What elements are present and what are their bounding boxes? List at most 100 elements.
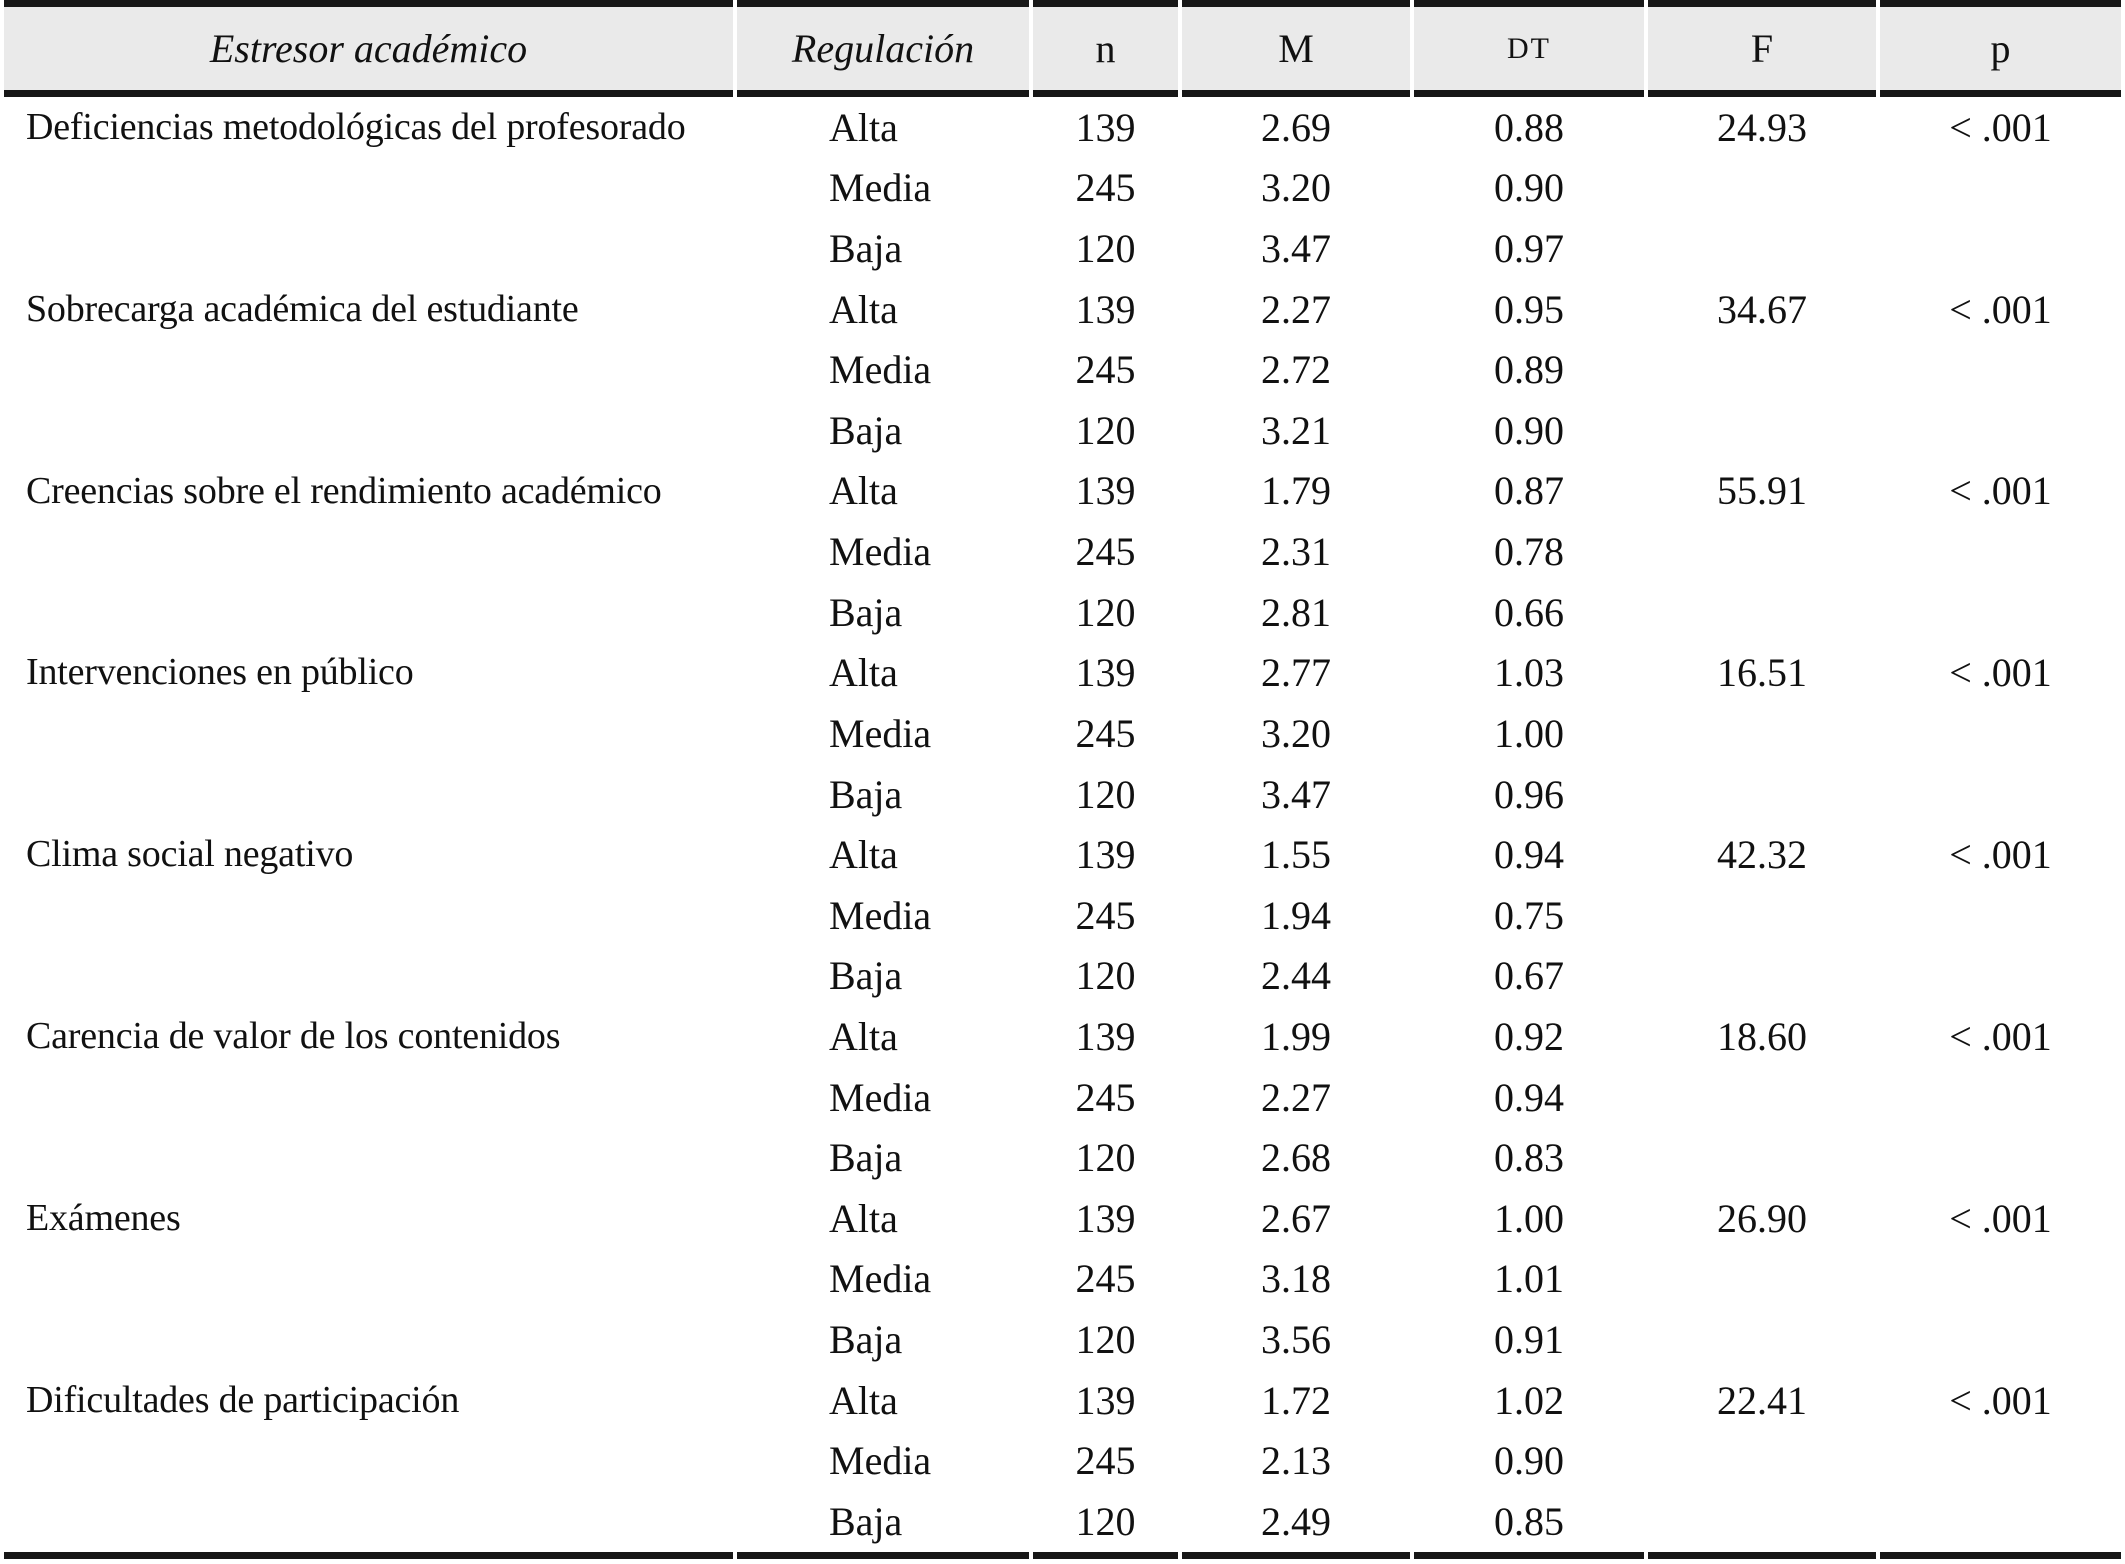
p-cell: < .001 [1949, 650, 2052, 696]
table-row: Media 245 2.13 0.90 [4, 1430, 2121, 1491]
header-row: Estresor académico Regulación n M DT F p [4, 0, 2121, 97]
sd-cell: 0.91 [1494, 1316, 1564, 1362]
table-row: Baja 120 3.56 0.91 [4, 1309, 2121, 1370]
mean-cell: 3.47 [1261, 226, 1331, 272]
f-cell: 55.91 [1717, 468, 1807, 514]
n-cell: 120 [1075, 771, 1136, 817]
p-cell: < .001 [1949, 468, 2052, 514]
sd-cell: 0.67 [1494, 953, 1564, 999]
sd-cell: 0.66 [1494, 589, 1564, 635]
n-cell: 245 [1075, 710, 1136, 756]
n-cell: 245 [1075, 165, 1136, 211]
f-cell [1648, 885, 1876, 946]
regulation-cell: Alta [829, 286, 898, 332]
stressor-cell: Dificultades de participación [4, 1370, 733, 1559]
col-header-m: M [1182, 0, 1410, 97]
p-cell [1880, 703, 2121, 764]
f-cell [1648, 339, 1876, 400]
f-cell: 34.67 [1717, 286, 1807, 332]
sd-cell: 0.87 [1494, 468, 1564, 514]
table-row: Creencias sobre el rendimiento académico… [4, 461, 2121, 522]
sd-cell: 0.97 [1494, 226, 1564, 272]
f-cell [1648, 1249, 1876, 1310]
f-cell [1648, 946, 1876, 1007]
f-cell: 42.32 [1717, 832, 1807, 878]
p-cell [1880, 339, 2121, 400]
table-row: Media 245 2.27 0.94 [4, 1067, 2121, 1128]
p-cell: < .001 [1949, 1377, 2052, 1423]
mean-cell: 2.44 [1261, 953, 1331, 999]
f-cell: 22.41 [1717, 1377, 1807, 1423]
table-row: Media 245 2.31 0.78 [4, 521, 2121, 582]
p-cell [1880, 218, 2121, 279]
regulation-cell: Alta [829, 650, 898, 696]
stressor-cell: Clima social negativo [26, 833, 354, 876]
mean-cell: 2.27 [1261, 1074, 1331, 1120]
table-row: Media 245 1.94 0.75 [4, 885, 2121, 946]
mean-cell: 3.18 [1261, 1256, 1331, 1302]
table-row: Media 245 2.72 0.89 [4, 339, 2121, 400]
mean-cell: 3.20 [1261, 710, 1331, 756]
mean-cell: 2.69 [1261, 104, 1331, 150]
p-cell [1880, 1309, 2121, 1370]
f-cell: 26.90 [1717, 1195, 1807, 1241]
table-row: Carencia de valor de los contenidos Alta 1… [4, 1006, 2121, 1067]
table-row: Baja 120 2.81 0.66 [4, 582, 2121, 643]
p-cell [1880, 158, 2121, 219]
mean-cell: 1.94 [1261, 892, 1331, 938]
sd-cell: 1.03 [1494, 650, 1564, 696]
p-cell [1880, 1067, 2121, 1128]
p-cell [1880, 521, 2121, 582]
n-cell: 139 [1075, 468, 1136, 514]
f-cell [1648, 764, 1876, 825]
sd-cell: 0.90 [1494, 1438, 1564, 1484]
regulation-cell: Media [829, 1256, 932, 1302]
f-cell [1648, 400, 1876, 461]
col-header-dt: DT [1414, 0, 1644, 97]
p-cell [1880, 1249, 2121, 1310]
f-cell [1648, 1309, 1876, 1370]
table-row: Media 245 3.18 1.01 [4, 1249, 2121, 1310]
p-cell: < .001 [1949, 1195, 2052, 1241]
regulation-cell: Alta [829, 468, 898, 514]
table-row: Baja 120 3.21 0.90 [4, 400, 2121, 461]
col-header-p: p [1880, 0, 2121, 97]
table-row: Media 245 3.20 0.90 [4, 158, 2121, 219]
col-header-f: F [1648, 0, 1876, 97]
table-row: Deficiencias metodológicas del profesora… [4, 97, 2121, 158]
table-row: Baja 120 3.47 0.97 [4, 218, 2121, 279]
stressor-cell: Exámenes [26, 1196, 181, 1239]
mean-cell: 2.49 [1182, 1491, 1410, 1559]
mean-cell: 2.13 [1261, 1438, 1331, 1484]
p-cell: < .001 [1949, 104, 2052, 150]
p-cell [1880, 885, 2121, 946]
mean-cell: 2.77 [1261, 650, 1331, 696]
mean-cell: 1.55 [1261, 832, 1331, 878]
col-header-regulacion: Regulación [737, 0, 1029, 97]
n-cell: 139 [1075, 1013, 1136, 1059]
col-header-estresor-academico: Estresor académico [4, 0, 733, 97]
mean-cell: 1.79 [1261, 468, 1331, 514]
mean-cell: 3.47 [1261, 771, 1331, 817]
regulation-cell: Alta [829, 832, 898, 878]
stressor-cell: Intervenciones en público [26, 651, 414, 694]
table-row: Clima social negativo Alta 139 1.55 0.94 42.3… [4, 824, 2121, 885]
sd-cell: 1.00 [1494, 1195, 1564, 1241]
sd-cell: 0.96 [1494, 771, 1564, 817]
regulation-cell: Media [829, 529, 932, 575]
n-cell: 120 [1075, 407, 1136, 453]
regulation-cell: Baja [829, 1135, 903, 1181]
sd-cell: 0.95 [1494, 286, 1564, 332]
p-cell [1880, 1430, 2121, 1491]
regulation-cell: Alta [829, 1377, 898, 1423]
n-cell: 120 [1075, 226, 1136, 272]
n-cell: 139 [1075, 286, 1136, 332]
sd-cell: 0.78 [1494, 529, 1564, 575]
regulation-cell: Baja [829, 1316, 903, 1362]
f-cell [1648, 521, 1876, 582]
regulation-cell: Media [829, 165, 932, 211]
stressor-cell: Deficiencias metodológicas del profesora… [26, 106, 686, 148]
n-cell: 139 [1075, 1377, 1136, 1423]
f-cell: 16.51 [1717, 650, 1807, 696]
